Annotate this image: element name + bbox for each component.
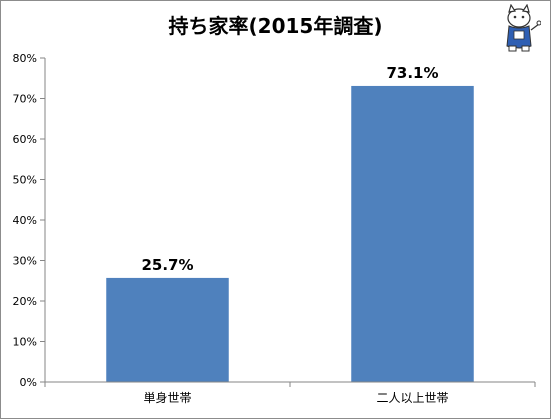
y-tick-label: 50% bbox=[13, 174, 37, 187]
chart-title: 持ち家率(2015年調査) bbox=[168, 14, 383, 38]
x-axis-labels: 単身世帯 二人以上世帯 bbox=[44, 382, 536, 405]
x-category-label: 二人以上世帯 bbox=[376, 391, 448, 405]
x-category-label: 単身世帯 bbox=[143, 390, 191, 405]
y-tick-label: 30% bbox=[13, 255, 37, 268]
y-tick-label: 70% bbox=[13, 93, 37, 106]
bar bbox=[106, 277, 229, 382]
bars-group bbox=[106, 85, 474, 382]
y-tick-label: 10% bbox=[13, 336, 37, 349]
data-label: 73.1% bbox=[386, 64, 438, 82]
y-tick-label: 80% bbox=[13, 52, 37, 65]
bar bbox=[351, 85, 474, 382]
data-label: 25.7% bbox=[141, 256, 193, 274]
y-tick-label: 0% bbox=[20, 376, 37, 389]
y-tick-label: 60% bbox=[13, 133, 37, 146]
y-axis-ticks: 0% 10% 20% 30% 40% 50% 60% 70% 80% bbox=[13, 52, 45, 389]
cat-mascot-icon bbox=[506, 4, 541, 52]
data-labels-group: 25.7% 73.1% bbox=[141, 64, 438, 274]
y-tick-label: 40% bbox=[13, 214, 37, 227]
y-tick-label: 20% bbox=[13, 295, 37, 308]
